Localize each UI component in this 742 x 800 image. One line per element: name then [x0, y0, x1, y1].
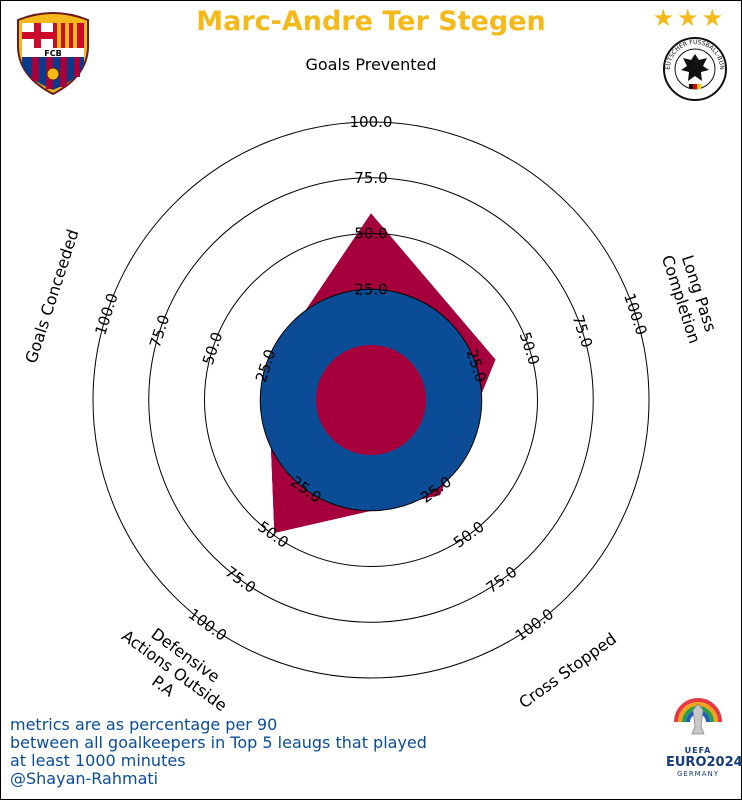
axis-label: Long PassCompletion — [658, 247, 722, 346]
tick-label: 100.0 — [185, 605, 230, 645]
tick-label: 50.0 — [450, 518, 488, 552]
footnote-line-2: between all goalkeepers in Top 5 leaugs … — [10, 733, 427, 752]
stars-icon: ★★★ — [652, 4, 726, 32]
tick-label: 100.0 — [620, 291, 650, 337]
tick-label: 100.0 — [350, 113, 393, 131]
tick-label: 75.0 — [146, 313, 173, 350]
footnote-credit: @Shayan-Rahmati — [10, 769, 159, 788]
axis-label: Goals Conceeded — [21, 227, 82, 366]
footnote-line-1: metrics are as percentage per 90 — [10, 715, 278, 734]
euro2024-logo: UEFA EURO2024 GERMANY — [666, 682, 742, 778]
ring-50 — [204, 233, 538, 567]
euro-uefa-text: UEFA — [684, 746, 712, 755]
euro-country-text: GERMANY — [676, 770, 720, 778]
axis-label: Cross Stopped — [515, 629, 620, 712]
tick-label: 75.0 — [569, 313, 596, 350]
tick-label: 100.0 — [91, 291, 121, 337]
dfb-crest-logo: DEUTSCHER FUSSBALL-BUND — [660, 31, 728, 106]
tick-label: 50.0 — [199, 330, 226, 367]
footnote: metrics are as percentage per 90 between… — [10, 716, 427, 788]
tick-label: 100.0 — [512, 605, 557, 645]
tick-label: 25.0 — [354, 280, 387, 298]
tick-label: 75.0 — [483, 563, 521, 597]
value-center — [316, 345, 426, 455]
chart-title: Marc-Andre Ter Stegen — [196, 6, 546, 37]
fcb-initials: FCB — [44, 49, 61, 58]
value-area-group — [267, 213, 496, 533]
fcb-crest-logo: FCB — [12, 10, 94, 100]
axis-label: Goals Prevented — [305, 55, 436, 74]
ring-25 — [259, 288, 483, 512]
tick-label: 75.0 — [222, 563, 260, 597]
tick-label: 50.0 — [516, 330, 543, 367]
tick-label: 50.0 — [354, 225, 387, 243]
euro-name-text: EURO2024 — [666, 755, 742, 770]
ring-100 — [92, 121, 650, 679]
footnote-line-3: at least 1000 minutes — [10, 751, 186, 770]
ring-75 — [148, 177, 594, 623]
tick-label: 75.0 — [354, 169, 387, 187]
